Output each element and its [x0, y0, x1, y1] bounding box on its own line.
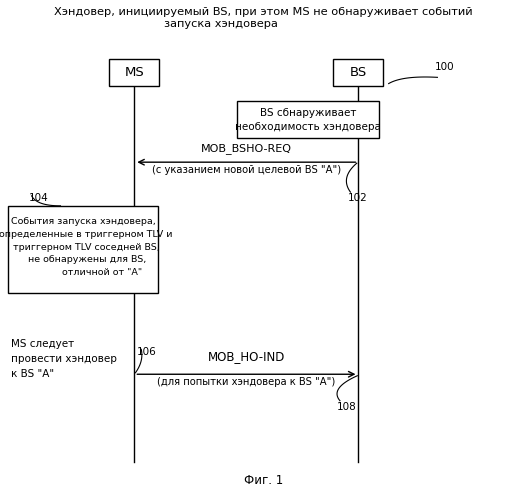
Text: (с указанием новой целевой BS "А"): (с указанием новой целевой BS "А")	[152, 165, 341, 175]
Text: запуска хэндовера: запуска хэндовера	[164, 19, 278, 29]
Text: 104: 104	[29, 193, 48, 204]
Text: (для попытки хэндовера к BS "А"): (для попытки хэндовера к BS "А")	[157, 377, 336, 387]
FancyBboxPatch shape	[110, 59, 159, 86]
Text: MS: MS	[124, 66, 144, 79]
Text: 102: 102	[348, 193, 367, 203]
Text: MS следует: MS следует	[11, 339, 74, 349]
FancyBboxPatch shape	[8, 206, 158, 293]
Text: BS сбнаруживает
необходимость хэндовера: BS сбнаруживает необходимость хэндовера	[236, 108, 381, 132]
Text: Хэндовер, инициируемый BS, при этом MS не обнаруживает событий: Хэндовер, инициируемый BS, при этом MS н…	[54, 7, 473, 17]
Text: MOB_HO-IND: MOB_HO-IND	[208, 350, 285, 363]
Text: к BS "А": к BS "А"	[11, 369, 54, 379]
Text: провести хэндовер: провести хэндовер	[11, 354, 116, 364]
Text: Фиг. 1: Фиг. 1	[244, 474, 283, 487]
FancyBboxPatch shape	[237, 101, 379, 138]
Text: 100: 100	[435, 62, 454, 72]
FancyBboxPatch shape	[334, 59, 384, 86]
Text: BS: BS	[350, 66, 367, 79]
Text: События запуска хэндовера,
  определенные в триггерном TLV и
  триггерном TLV со: События запуска хэндовера, определенные …	[0, 217, 173, 277]
Text: 108: 108	[337, 402, 357, 412]
Text: 106: 106	[137, 347, 157, 357]
Text: MOB_BSHO-REQ: MOB_BSHO-REQ	[201, 143, 292, 154]
